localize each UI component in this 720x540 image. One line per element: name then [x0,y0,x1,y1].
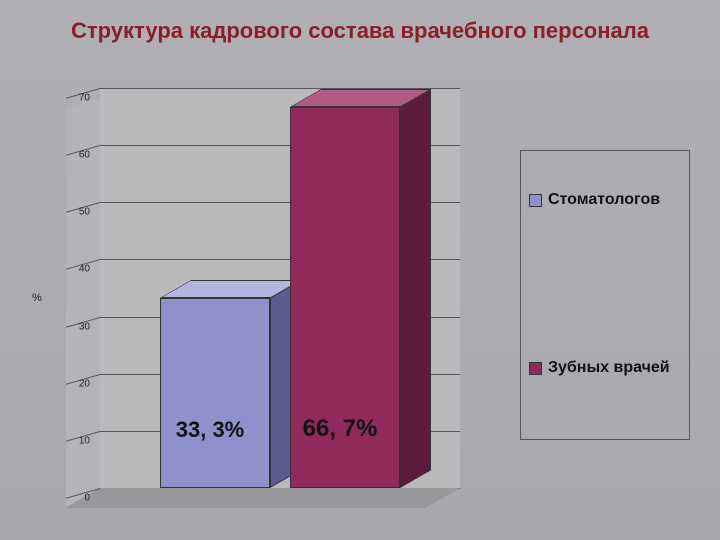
y-tick-label: 70 [50,93,90,104]
bar-data-label: 66, 7% [303,415,378,443]
bar-0 [160,298,270,488]
legend-label: Зубных врачей [548,359,670,377]
legend-swatch [529,194,542,207]
y-tick-label: 10 [50,435,90,446]
y-axis-label: % [32,292,42,304]
plot-floor [65,488,460,508]
bar-data-label: 33, 3% [176,417,245,443]
legend-label: Стоматологов [548,191,660,209]
legend-item: Стоматологов [529,191,681,209]
y-tick-label: 20 [50,378,90,389]
y-tick-label: 40 [50,264,90,275]
bar-side [400,89,431,488]
legend-item: Зубных врачей [529,359,681,377]
y-tick-label: 0 [50,493,90,504]
legend: Стоматологов Зубных врачей [520,150,690,440]
y-tick-label: 50 [50,207,90,218]
legend-swatch [529,362,542,375]
plot-backwall: 33, 3% 66, 7% [100,88,460,488]
bar-front [160,298,270,488]
y-tick-label: 30 [50,321,90,332]
chart-title: Структура кадрового состава врачебного п… [0,18,720,44]
y-tick-label: 60 [50,150,90,161]
chart-area: 33, 3%66, 7% % 010203040506070 [60,88,460,508]
